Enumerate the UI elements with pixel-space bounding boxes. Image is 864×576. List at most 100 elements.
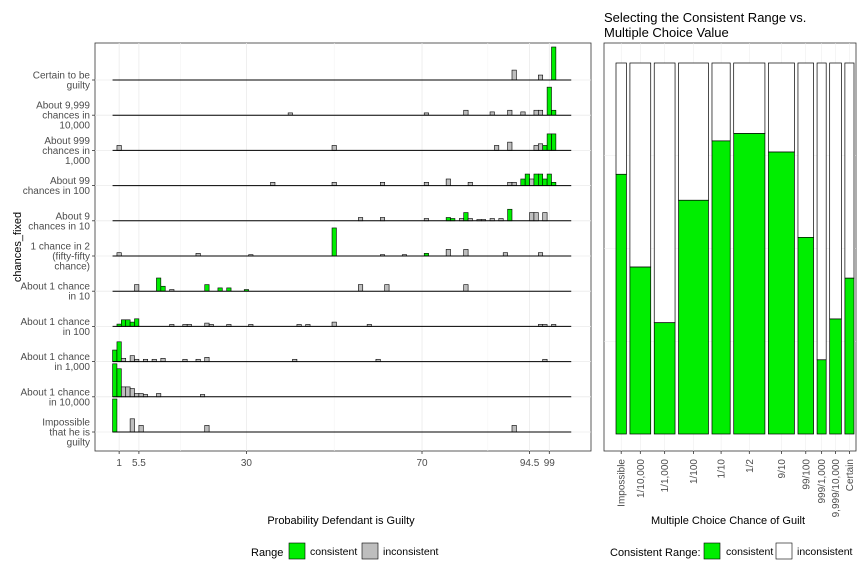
histogram-bar-inconsistent — [331, 321, 337, 327]
histogram-bar-inconsistent — [529, 212, 535, 222]
histogram-bar-consistent — [121, 319, 127, 327]
mosaic-column — [629, 62, 652, 435]
histogram-bar-inconsistent — [511, 425, 517, 433]
histogram-bar-consistent — [129, 321, 135, 327]
mosaic-column — [768, 62, 795, 435]
histogram-bar-inconsistent — [358, 284, 364, 292]
mosaic-bar-inconsistent — [829, 62, 842, 320]
histogram-x-tick-label: 30 — [241, 458, 253, 469]
histogram-y-tick-label: About 1 chance — [21, 317, 91, 328]
mosaic-bar-inconsistent — [797, 62, 814, 238]
mosaic-bar-consistent — [844, 277, 855, 435]
histogram-bar-inconsistent — [445, 178, 451, 186]
mosaic-x-tick-label: Certain — [845, 459, 856, 491]
histogram-bar-inconsistent — [138, 425, 144, 433]
mosaic-bar-consistent — [797, 237, 814, 435]
mosaic-bar-consistent — [768, 151, 795, 435]
histogram-x-ticks: 1 5.5 30 70 94.5 99 — [116, 451, 555, 469]
histogram-bar-consistent — [533, 173, 539, 186]
histogram-y-tick-label: in 1,000 — [54, 362, 90, 373]
histogram-legend-label-inconsistent: inconsistent — [383, 546, 439, 558]
histogram-bar-inconsistent — [494, 145, 500, 151]
mosaic-legend-title: Consistent Range: — [610, 547, 701, 559]
mosaic-bar-consistent — [733, 133, 766, 435]
histogram-bar-consistent — [125, 319, 131, 327]
histogram-row — [112, 46, 572, 81]
mosaic-column — [711, 62, 731, 435]
histogram-x-tick-label: 5.5 — [132, 458, 146, 469]
histogram-bar-consistent — [134, 318, 140, 327]
histogram-panel-border — [94, 42, 592, 452]
histogram-bar-inconsistent — [511, 69, 517, 81]
histogram-bar-inconsistent — [129, 355, 135, 362]
histogram-bar-consistent — [551, 133, 557, 151]
histogram-bar-inconsistent — [533, 212, 539, 222]
mosaic-column — [615, 62, 627, 435]
mosaic-x-ticks: Impossible 1/10,000 1/1,000 1/100 1/10 1/2 9/1… — [617, 451, 856, 517]
histogram-bar-consistent — [538, 173, 544, 186]
histogram-bar-consistent — [524, 173, 530, 186]
mosaic-x-tick-label: 1/1,000 — [660, 459, 671, 493]
mosaic-column — [678, 62, 709, 435]
histogram-bar-consistent — [112, 349, 118, 362]
histogram-bar-consistent — [112, 363, 118, 398]
mosaic-bar-consistent — [829, 318, 842, 435]
histogram-legend: Range consistent inconsistent — [251, 542, 439, 560]
histogram-bar-inconsistent — [331, 145, 337, 151]
histogram-bar-inconsistent — [129, 388, 135, 398]
histogram-bar-inconsistent — [538, 109, 544, 116]
histogram-bar-inconsistent — [125, 386, 131, 398]
histogram-y-tick-label: About 1 chance — [21, 387, 91, 398]
mosaic-x-tick-label: 999/1,000 — [817, 459, 828, 504]
histogram-y-axis-title: chances_fixed — [12, 212, 24, 282]
histogram-bar-consistent — [551, 109, 557, 116]
histogram-bar-inconsistent — [507, 141, 513, 151]
mosaic-bar-inconsistent — [615, 62, 627, 175]
histogram-row — [112, 86, 572, 116]
histogram-bar-consistent — [542, 145, 548, 151]
mosaic-bar-consistent — [629, 266, 652, 435]
mosaic-bar-inconsistent — [629, 62, 652, 268]
mosaic-title-line-1: Selecting the Consistent Range vs. — [604, 10, 806, 25]
histogram-y-tick-label: in 100 — [63, 327, 91, 338]
mosaic-bar-inconsistent — [678, 62, 709, 201]
histogram-y-tick-label: chances in 100 — [23, 186, 91, 197]
histogram-y-tick-label: About 99 — [50, 176, 90, 187]
histogram-bar-inconsistent — [384, 284, 390, 292]
mosaic-bar-inconsistent — [768, 62, 795, 153]
histogram-y-tick-label: guilty — [67, 438, 90, 449]
histogram-bar-consistent — [542, 178, 548, 186]
histogram-y-tick-label: Certain to be — [33, 71, 91, 82]
histogram-legend-label-consistent: consistent — [310, 546, 357, 558]
mosaic-legend-label-consistent: consistent — [726, 546, 773, 558]
histogram-bar-inconsistent — [542, 212, 548, 222]
histogram-x-tick-label: 70 — [416, 458, 428, 469]
mosaic-x-tick-label: 1/10,000 — [636, 459, 647, 498]
mosaic-x-tick-label: Impossible — [617, 459, 628, 507]
histogram-y-tick-label: About 999 — [44, 136, 90, 147]
histogram-rows — [112, 46, 572, 433]
histogram-y-tick-label: that he is — [49, 428, 90, 439]
histogram-legend-title: Range — [251, 547, 283, 559]
histogram-bar-consistent — [463, 212, 469, 222]
histogram-row — [112, 133, 572, 151]
histogram-y-tick-label: in 10,000 — [49, 397, 91, 408]
histogram-y-tick-label: chances in — [42, 111, 90, 122]
mosaic-bar-inconsistent — [733, 62, 766, 134]
histogram-y-tick-label: 1,000 — [65, 156, 90, 167]
mosaic-title-line-2: Multiple Choice Value — [604, 25, 729, 40]
mosaic-bar-consistent — [816, 359, 827, 435]
histogram-y-tick-label: guilty — [67, 81, 90, 92]
histogram-legend-key-inconsistent — [361, 542, 379, 560]
mosaic-bar-inconsistent — [711, 62, 731, 142]
histogram-row — [112, 173, 572, 187]
histogram-bar-consistent — [116, 341, 122, 362]
mosaic-legend: Consistent Range: consistent inconsisten… — [610, 542, 853, 560]
histogram-bar-inconsistent — [204, 425, 210, 433]
histogram-bar-inconsistent — [533, 109, 539, 116]
mosaic-column — [653, 62, 676, 435]
mosaic-bars — [615, 62, 855, 435]
histogram-bar-inconsistent — [121, 386, 127, 398]
